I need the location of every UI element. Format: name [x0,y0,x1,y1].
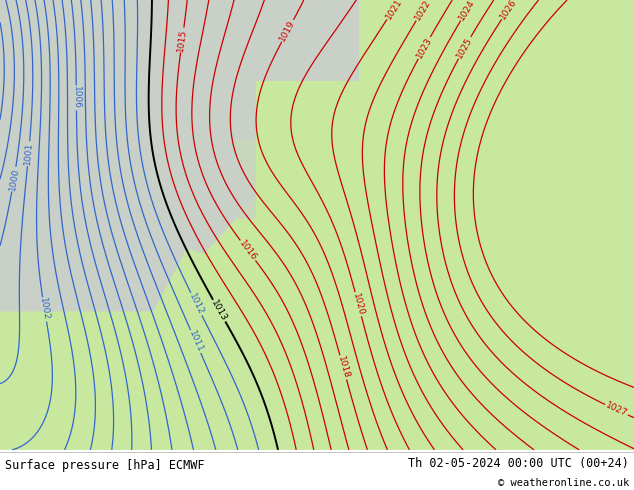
Text: 1020: 1020 [351,292,365,317]
Text: © weatheronline.co.uk: © weatheronline.co.uk [498,478,629,488]
Text: Th 02-05-2024 00:00 UTC (00+24): Th 02-05-2024 00:00 UTC (00+24) [408,457,629,470]
Text: 1026: 1026 [498,0,519,21]
Text: 1022: 1022 [413,0,432,22]
Text: 1013: 1013 [210,298,229,323]
Text: 1006: 1006 [72,86,81,109]
Text: 1012: 1012 [187,292,205,317]
Text: Surface pressure [hPa] ECMWF: Surface pressure [hPa] ECMWF [5,460,205,472]
Polygon shape [0,0,205,312]
Text: 1015: 1015 [176,28,188,52]
Text: 1025: 1025 [455,35,474,60]
Text: 1027: 1027 [604,401,629,419]
Text: 1018: 1018 [336,355,351,380]
Text: 1019: 1019 [278,19,297,43]
Text: 1011: 1011 [187,329,204,354]
Text: 1000: 1000 [8,167,20,191]
Text: 1021: 1021 [384,0,404,21]
Text: 1024: 1024 [457,0,477,22]
Bar [0,0,256,219]
Polygon shape [0,0,256,254]
Text: 1016: 1016 [237,239,259,262]
Text: 1001: 1001 [23,142,34,166]
Text: 1023: 1023 [415,36,434,60]
Text: 1002: 1002 [38,297,51,321]
